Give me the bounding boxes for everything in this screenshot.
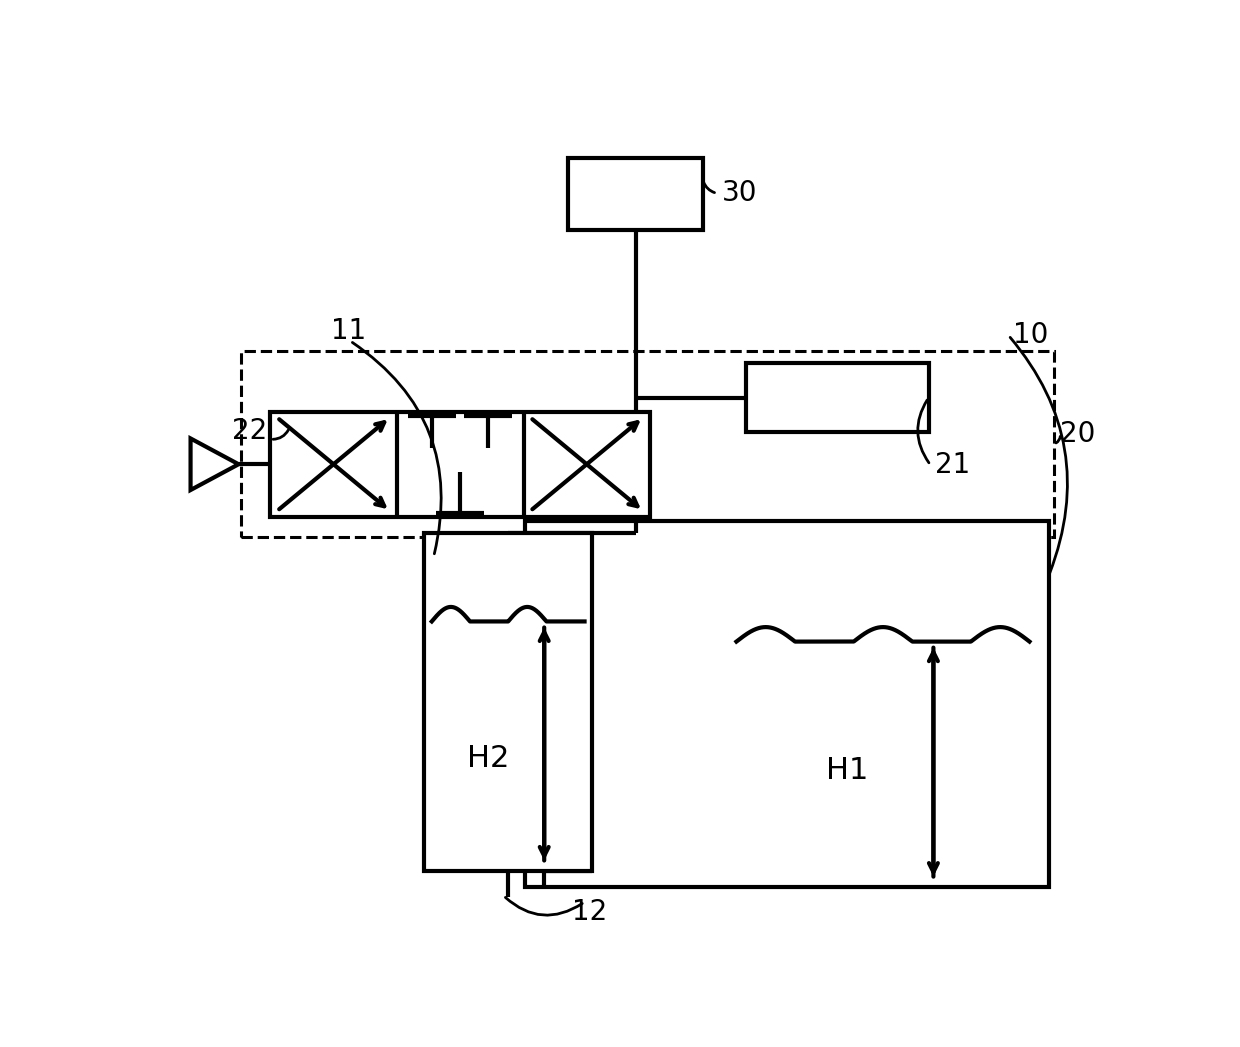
Text: 11: 11 bbox=[331, 317, 366, 346]
Text: 21: 21 bbox=[935, 451, 971, 480]
Bar bbox=[424, 533, 593, 871]
Bar bbox=[525, 520, 1049, 888]
Text: 22: 22 bbox=[232, 417, 267, 445]
Bar bbox=[746, 363, 929, 432]
Text: 12: 12 bbox=[572, 897, 608, 926]
Bar bbox=[568, 158, 703, 230]
Bar bbox=[242, 352, 1054, 537]
Text: H2: H2 bbox=[467, 744, 510, 773]
Text: 30: 30 bbox=[722, 179, 758, 207]
Bar bbox=[270, 411, 650, 516]
Text: H1: H1 bbox=[826, 756, 868, 785]
Text: 20: 20 bbox=[1060, 420, 1096, 448]
Text: 10: 10 bbox=[1013, 321, 1049, 350]
